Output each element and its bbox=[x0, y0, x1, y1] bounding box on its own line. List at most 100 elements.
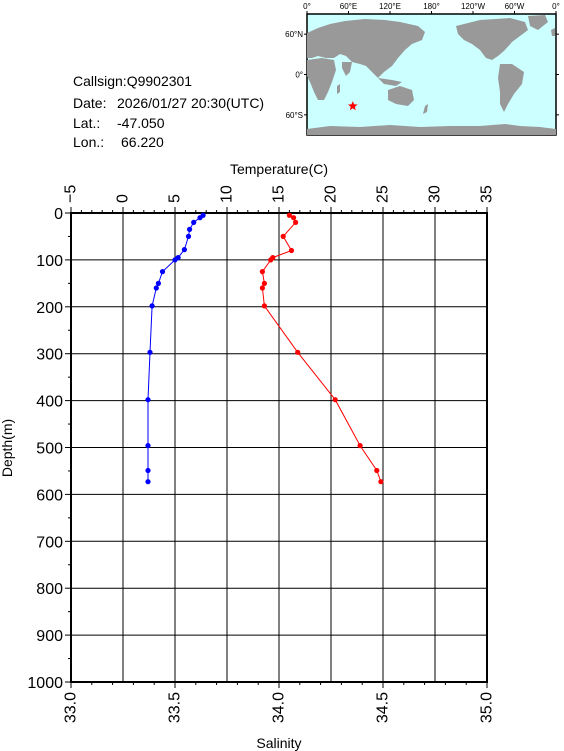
depth-tick-label: 600 bbox=[36, 487, 63, 504]
temperature-tick-label: 0 bbox=[115, 194, 132, 203]
map-lon-label: 180° bbox=[423, 2, 440, 11]
y-axis-label: Depth(m) bbox=[0, 419, 15, 477]
temperature-tick-label: −5 bbox=[63, 185, 80, 203]
greenland-shape bbox=[528, 15, 548, 30]
temperature-tick-label: 35 bbox=[479, 185, 496, 203]
map-lon-label: 120°W bbox=[461, 2, 486, 11]
depth-tick-label: 400 bbox=[36, 394, 63, 411]
temperature-tick-label: 10 bbox=[219, 185, 236, 203]
plot-frame bbox=[70, 212, 488, 683]
temperature-point bbox=[197, 215, 203, 221]
salinity-point bbox=[259, 285, 265, 291]
salinity-point bbox=[295, 349, 301, 355]
salinity-point bbox=[261, 280, 267, 286]
salinity-point bbox=[291, 215, 297, 221]
lat-line: Lat.: -47.050 bbox=[73, 115, 164, 131]
depth-tick-label: 800 bbox=[36, 581, 63, 598]
salinity-point bbox=[286, 212, 292, 218]
north-america-shape bbox=[456, 18, 528, 60]
temperature-point bbox=[191, 219, 197, 225]
salinity-point bbox=[261, 303, 267, 309]
callsign-line: Callsign:Q9902301 bbox=[73, 73, 192, 89]
salinity-point bbox=[288, 247, 295, 254]
lon-label: Lon.: bbox=[73, 134, 105, 150]
salinity-tick-label: 35.0 bbox=[479, 692, 496, 723]
africa-shape bbox=[307, 58, 336, 100]
temperature-point bbox=[145, 397, 151, 403]
date-label: Date: bbox=[73, 95, 107, 111]
map-lon-label: 0° bbox=[303, 2, 311, 11]
temperature-point bbox=[145, 479, 151, 485]
temperature-point bbox=[187, 226, 193, 232]
salinity-point bbox=[357, 443, 363, 449]
callsign-value: Q9902301 bbox=[126, 73, 193, 89]
depth-tick-label: 500 bbox=[36, 441, 63, 458]
depth-tick-label: 200 bbox=[36, 300, 63, 317]
salinity-point bbox=[280, 233, 286, 239]
map-lat-label: 60°N bbox=[285, 30, 303, 39]
temperature-tick-label: 20 bbox=[323, 185, 340, 203]
temperature-point bbox=[145, 443, 151, 449]
antarctica-shape bbox=[307, 124, 556, 135]
lat-label: Lat.: bbox=[73, 115, 101, 131]
salinity-point bbox=[332, 397, 338, 403]
callsign-label: Callsign: bbox=[73, 73, 127, 89]
map-lon-label: 60°E bbox=[340, 2, 357, 11]
temperature-point bbox=[155, 280, 161, 286]
temperature-point bbox=[185, 233, 192, 239]
temperature-tick-label: 25 bbox=[375, 185, 392, 203]
uk-shape bbox=[551, 28, 555, 36]
temperature-point bbox=[172, 257, 178, 263]
series-layer bbox=[145, 212, 384, 485]
temperature-tick-labels: −5 0 5 10 15 20 25 30 35 bbox=[63, 185, 496, 203]
date-value: 2026/01/27 20:30(UTC) bbox=[117, 95, 265, 111]
depth-tick-label: 1000 bbox=[27, 675, 63, 692]
top-axis-label: Temperature(C) bbox=[230, 161, 328, 177]
australia-shape bbox=[388, 86, 414, 106]
depth-tick-label: 0 bbox=[54, 206, 63, 223]
map-land bbox=[307, 15, 556, 135]
temperature-point bbox=[145, 467, 151, 474]
indonesia-shape bbox=[378, 78, 402, 86]
india-shape bbox=[342, 62, 352, 76]
temperature-tick-label: 15 bbox=[271, 185, 288, 203]
temperature-point bbox=[159, 269, 166, 275]
salinity-tick-label: 34.0 bbox=[271, 692, 288, 723]
temperature-point bbox=[147, 349, 153, 355]
lat-value: -47.050 bbox=[117, 115, 165, 131]
temperature-point bbox=[153, 285, 159, 291]
map-lat-label: 60°S bbox=[286, 111, 303, 120]
date-line: Date: 2026/01/27 20:30(UTC) bbox=[73, 95, 264, 111]
salinity-tick-labels: 33.0 33.5 34.0 34.5 35.0 bbox=[63, 692, 496, 723]
salinity-tick-label: 33.5 bbox=[167, 692, 184, 723]
salinity-point bbox=[378, 479, 384, 485]
salinity-point bbox=[259, 269, 265, 275]
south-america-shape bbox=[498, 64, 524, 112]
map-lon-label: 120°E bbox=[379, 2, 401, 11]
depth-tick-label: 900 bbox=[36, 628, 63, 645]
map-longitude-labels: 0° 60°E 120°E 180° 120°W 60°W 0° bbox=[303, 2, 560, 14]
salinity-tick-label: 33.0 bbox=[63, 692, 80, 723]
temperature-tick-label: 5 bbox=[167, 194, 184, 203]
salinity-point bbox=[268, 257, 274, 263]
salinity-tick-label: 34.5 bbox=[375, 692, 392, 723]
lon-value: 66.220 bbox=[121, 134, 164, 150]
depth-tick-labels: 0 100 200 300 400 500 600 700 800 900 1000 bbox=[27, 206, 63, 692]
station-marker bbox=[348, 101, 358, 111]
map-lat-label: 0° bbox=[295, 71, 303, 80]
map-latitude-labels: 60°N 0° 60°S bbox=[285, 30, 559, 120]
bottom-axis-label: Salinity bbox=[256, 735, 301, 751]
lon-line: Lon.: 66.220 bbox=[73, 134, 164, 150]
map-lon-label: 60°W bbox=[505, 2, 525, 11]
salinity-point bbox=[374, 467, 380, 474]
eurasia-shape bbox=[307, 19, 425, 78]
salinity-point bbox=[293, 219, 299, 225]
map-lon-label: 0° bbox=[552, 2, 560, 11]
temperature-point bbox=[181, 247, 187, 253]
depth-tick-label: 300 bbox=[36, 347, 63, 364]
madagascar-shape bbox=[337, 84, 340, 94]
temperature-tick-label: 30 bbox=[427, 185, 444, 203]
depth-tick-label: 700 bbox=[36, 534, 63, 551]
